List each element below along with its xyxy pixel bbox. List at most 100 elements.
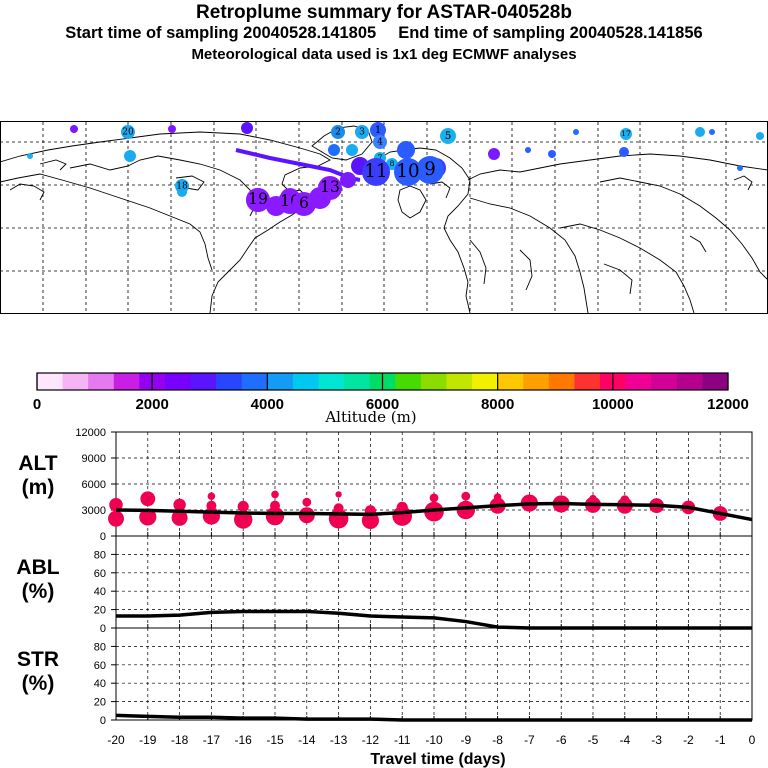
plume-blob [756, 132, 764, 140]
plume-blob [340, 172, 356, 188]
colorbar-tick-label: 12000 [707, 396, 749, 413]
x-axis-title: Travel time (days) [370, 751, 505, 768]
plume-day-label: 5 [445, 130, 452, 142]
x-tick-label: -1 [715, 733, 726, 747]
altitude-cluster [271, 490, 279, 499]
plume-day-label: 6 [299, 194, 309, 212]
x-tick-label: -5 [588, 733, 599, 747]
altitude-cluster [139, 508, 157, 526]
colorbar-cell [651, 373, 678, 390]
x-tick-label: -17 [203, 733, 221, 747]
altitude-cluster [234, 510, 253, 529]
plume-blob [695, 127, 705, 137]
altitude-cluster [206, 500, 217, 511]
plume-day-label: 20 [122, 127, 134, 137]
x-tick-label: -19 [139, 733, 157, 747]
altitude-cluster [207, 492, 216, 500]
plume-blob [619, 147, 629, 157]
plume-marker [370, 122, 386, 138]
plume-map: 123457891011131516171819206 [0, 121, 768, 314]
colorbar-tick-label: 10000 [592, 396, 634, 413]
colorbar-cell [318, 373, 345, 390]
plume-marker [373, 135, 387, 149]
y-tick-label: 20 [94, 697, 106, 709]
altitude-cluster [335, 491, 342, 498]
plume-day-label: 7 [378, 153, 383, 162]
plume-markers: 123457891011131516171819206 [27, 122, 764, 216]
plume-marker [620, 128, 632, 140]
colorbar-tick-label: 4000 [251, 396, 284, 413]
plume-blob [525, 147, 531, 153]
y-tick-label: 80 [94, 549, 106, 561]
x-tick-label: -20 [107, 733, 125, 747]
plume-day-label: 1 [375, 124, 382, 136]
altitude-cluster [333, 503, 344, 514]
end-time-label: End time of sampling 20040528.141856 [398, 24, 703, 42]
altitude-cluster [109, 498, 123, 512]
x-tick-label: -3 [651, 733, 662, 747]
plume-marker [318, 176, 342, 200]
plume-marker [440, 128, 456, 144]
altitude-cluster [140, 491, 156, 507]
colorbar-cell [216, 373, 243, 390]
colorbar-cell [420, 373, 447, 390]
y-tick-label: 80 [94, 641, 106, 653]
plume-marker [394, 158, 422, 186]
abl-panel: 0 20 40 60 80 ABL(%) [16, 535, 753, 635]
plume-blob [709, 129, 715, 135]
plume-day-label: 18 [176, 181, 188, 191]
start-time-label: Start time of sampling 20040528.141805 [65, 24, 377, 42]
x-tick-label: -18 [171, 733, 189, 747]
y-axis-unit: (%) [22, 580, 55, 603]
plume-blob [27, 153, 33, 159]
altitude-cluster [302, 497, 312, 507]
plume-marker [246, 188, 270, 212]
plume-day-label: 8 [390, 159, 395, 168]
y-tick-label: 3000 [82, 505, 106, 517]
altitude-cluster [429, 493, 439, 503]
colorbar-cell [88, 373, 115, 390]
altitude-cluster [270, 500, 280, 511]
x-tick-label: -10 [425, 733, 443, 747]
y-tick-label: 0 [100, 623, 106, 635]
plume-blob [488, 148, 500, 160]
y-axis-title: ABL [16, 556, 59, 579]
x-tick-label: -6 [556, 733, 567, 747]
colorbar-tick-label: 2000 [135, 396, 168, 413]
colorbar-tick-label: 8000 [481, 396, 514, 413]
altitude-cluster [173, 498, 186, 511]
plume-blob [124, 150, 136, 162]
altitude-cluster [108, 510, 124, 527]
altitude-cluster [493, 493, 502, 501]
colorbar-cell [292, 373, 320, 390]
colorbar-cell [344, 373, 371, 390]
plume-blob [397, 141, 415, 159]
met-data-label: Meteorological data used is 1x1 deg ECMW… [191, 46, 577, 63]
plume-marker [416, 156, 444, 184]
plume-blob [548, 150, 556, 158]
plume-blob [168, 125, 176, 133]
plume-blob [737, 165, 743, 171]
colorbar-cell [625, 373, 652, 390]
colorbar-cell [37, 373, 64, 390]
altitude-cluster [396, 501, 408, 513]
plume-day-label: 19 [248, 190, 268, 208]
series-line [115, 501, 753, 522]
plume-marker [331, 125, 345, 139]
colorbar-cell [241, 373, 268, 390]
plume-day-label: 9 [424, 159, 436, 180]
x-tick-label: -11 [394, 733, 411, 747]
colorbar-cell [190, 373, 217, 390]
plume-marker [362, 158, 390, 186]
colorbar-cell [446, 373, 473, 390]
colorbar-cell [702, 373, 729, 390]
sampling-times: Start time of sampling 20040528.141805 En… [0, 24, 768, 43]
altitude-cluster [456, 500, 475, 520]
y-tick-label: 40 [94, 678, 106, 690]
plume-day-label: 17 [621, 129, 631, 138]
x-tick-label: -14 [298, 733, 316, 747]
x-tick-label: -8 [492, 733, 503, 747]
colorbar-cell [676, 373, 703, 390]
